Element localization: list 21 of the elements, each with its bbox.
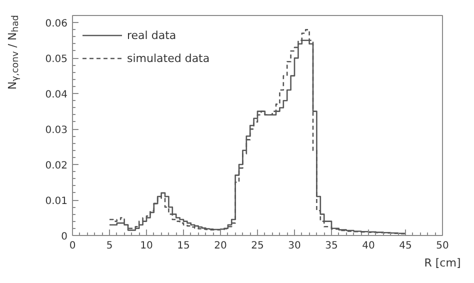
x-tick-label: 50 <box>436 240 449 252</box>
y-tick-label: 0.03 <box>45 125 68 136</box>
x-tick-label: 45 <box>399 240 412 252</box>
y-tick-label: 0.01 <box>45 196 68 208</box>
y-tick-label: 0 <box>61 232 68 242</box>
x-tick-label: 10 <box>140 240 153 252</box>
y-tick-label: 0.05 <box>45 54 68 66</box>
x-tick-label: 5 <box>106 240 113 252</box>
x-tick-label: 0 <box>69 240 76 252</box>
x-tick-label: 20 <box>214 240 227 252</box>
y-tick-label: 0.06 <box>45 18 68 30</box>
x-tick-label: 40 <box>362 240 375 252</box>
x-tick-label: 15 <box>177 240 190 252</box>
y-tick-label: 0.02 <box>45 160 68 172</box>
x-tick-label: 30 <box>288 240 301 252</box>
x-tick-label: 35 <box>325 240 338 252</box>
x-tick-label: 25 <box>251 240 264 252</box>
legend-label: simulated data <box>127 52 210 64</box>
legend-label: real data <box>127 28 176 42</box>
y-tick-label: 0.04 <box>45 90 68 101</box>
x-axis-title: R [cm] <box>424 256 461 270</box>
